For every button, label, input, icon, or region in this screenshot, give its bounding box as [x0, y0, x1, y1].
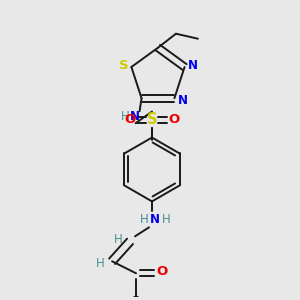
Text: O: O: [168, 113, 180, 126]
Text: H: H: [162, 213, 170, 226]
Text: O: O: [124, 113, 136, 126]
Text: S: S: [147, 112, 157, 127]
Text: N: N: [188, 58, 197, 71]
Text: H: H: [114, 233, 122, 246]
Text: H: H: [140, 213, 148, 226]
Text: H: H: [96, 257, 104, 270]
Text: S: S: [118, 58, 128, 71]
Text: N: N: [177, 94, 188, 107]
Text: N: N: [150, 213, 160, 226]
Text: N: N: [130, 110, 140, 123]
Text: H: H: [121, 110, 130, 123]
Text: O: O: [156, 265, 168, 278]
